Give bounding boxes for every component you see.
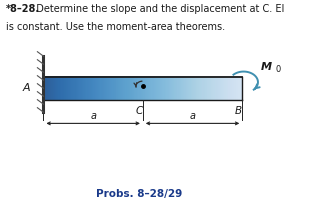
Text: M: M	[261, 61, 272, 71]
Text: 0: 0	[276, 64, 281, 73]
Text: Determine the slope and the displacement at C. EI: Determine the slope and the displacement…	[30, 4, 284, 14]
Text: Probs. 8–28/29: Probs. 8–28/29	[95, 188, 182, 198]
Text: A: A	[23, 83, 30, 93]
Text: a: a	[190, 110, 196, 120]
Text: is constant. Use the moment-area theorems.: is constant. Use the moment-area theorem…	[6, 22, 225, 32]
Text: a: a	[90, 110, 96, 120]
Text: B: B	[235, 105, 242, 115]
Text: C: C	[135, 105, 142, 115]
Text: *8–28.: *8–28.	[6, 4, 40, 14]
